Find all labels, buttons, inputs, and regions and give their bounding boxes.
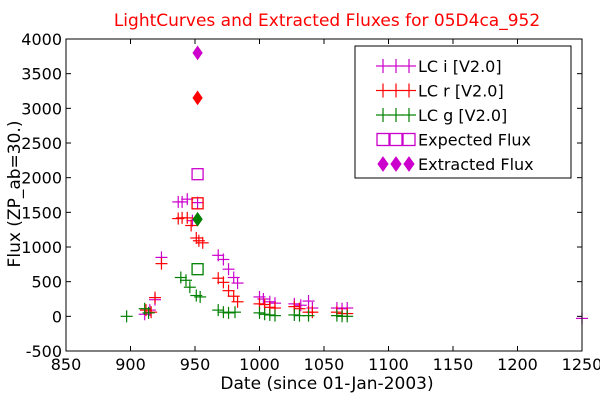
legend-label: LC r [V2.0] xyxy=(418,82,504,101)
data-point xyxy=(139,304,152,317)
data-point xyxy=(212,304,225,317)
x-tick-label: 850 xyxy=(51,355,82,374)
data-point xyxy=(190,231,203,244)
data-point xyxy=(191,263,204,276)
legend-label: LC g [V2.0] xyxy=(418,106,507,125)
y-axis-label: Flux (ZP_ab=30.) xyxy=(5,121,25,268)
data-point xyxy=(191,168,204,181)
data-point xyxy=(191,196,204,209)
data-point xyxy=(217,253,230,266)
data-point xyxy=(222,306,235,319)
legend-marker xyxy=(389,132,403,147)
data-point xyxy=(185,219,198,232)
y-tick-label: 3500 xyxy=(21,65,62,84)
plot-frame xyxy=(65,38,583,352)
y-tick-label: 1500 xyxy=(21,203,62,222)
data-point xyxy=(263,308,276,321)
data-point xyxy=(194,290,207,303)
legend-marker xyxy=(376,132,390,147)
y-tick-label: 4000 xyxy=(21,30,62,49)
legend: LC i [V2.0] LC r [V2.0] LC g [V2.0] Expecte… xyxy=(354,45,572,179)
plot-area: 850 900 950 1000 1050 1100 1150 1200 1250 -500 0 50… xyxy=(21,30,600,374)
series-lc-r-v2-0 xyxy=(139,211,354,320)
data-point xyxy=(183,281,196,294)
data-point xyxy=(155,257,168,270)
x-tick-label: 900 xyxy=(115,355,146,374)
data-point xyxy=(288,308,301,321)
legend-item: LC g [V2.0] xyxy=(376,106,507,125)
data-point xyxy=(330,309,343,322)
legend-marker xyxy=(389,83,403,98)
y-tick-label: -500 xyxy=(26,342,62,361)
x-tick-label: 1050 xyxy=(304,355,345,374)
data-point xyxy=(253,306,266,319)
legend-item: LC r [V2.0] xyxy=(376,82,504,101)
series-lc-g-v2-0 xyxy=(120,271,354,323)
y-tick-label: 500 xyxy=(31,273,62,292)
data-point xyxy=(228,306,241,319)
data-point xyxy=(302,295,315,308)
legend-marker xyxy=(389,108,403,122)
legend-item: Extracted Flux xyxy=(377,155,534,174)
y-tick-label: 2000 xyxy=(21,169,62,188)
legend-marker xyxy=(376,83,390,98)
data-point xyxy=(217,306,230,319)
x-axis-label: Date (since 01-Jan-2003) xyxy=(220,374,433,394)
x-tick-label: 1000 xyxy=(239,355,280,374)
x-tick-label: 1150 xyxy=(433,355,474,374)
y-tick-label: 0 xyxy=(52,307,62,326)
legend-item: Expected Flux xyxy=(376,131,531,150)
data-point xyxy=(217,276,230,289)
y-tick-label: 3000 xyxy=(21,99,62,118)
data-point xyxy=(231,295,244,308)
series-expected-flux xyxy=(191,168,204,276)
legend-label: LC i [V2.0] xyxy=(418,57,502,76)
data-point xyxy=(181,211,194,224)
data-point xyxy=(196,236,209,249)
data-point xyxy=(192,211,203,227)
data-point xyxy=(222,263,235,276)
legend-item: LC i [V2.0] xyxy=(376,57,502,76)
chart-title: LightCurves and Extracted Fluxes for 05D… xyxy=(114,11,540,31)
y-tick-label: 1000 xyxy=(21,238,62,257)
legend-label: Extracted Flux xyxy=(418,155,534,174)
legend-marker xyxy=(390,156,402,172)
data-point xyxy=(302,309,315,322)
legend-marker xyxy=(376,59,390,73)
data-point xyxy=(341,310,354,323)
data-point xyxy=(231,277,244,290)
legend-marker xyxy=(402,132,416,147)
data-point xyxy=(268,309,281,322)
data-point xyxy=(179,274,192,287)
x-tick-label: 950 xyxy=(180,355,211,374)
x-tick-label: 1200 xyxy=(497,355,538,374)
data-point xyxy=(258,308,271,321)
data-point xyxy=(222,284,235,297)
series-lc-i-v2-0 xyxy=(138,193,588,325)
legend-marker xyxy=(376,108,390,122)
data-point xyxy=(120,310,133,323)
legend-marker xyxy=(402,59,416,73)
y-tick-label: 2500 xyxy=(21,134,62,153)
data-point xyxy=(145,306,158,319)
data-point xyxy=(176,195,189,208)
data-point xyxy=(174,271,187,284)
legend-box xyxy=(354,45,572,179)
data-point xyxy=(192,90,203,106)
data-point xyxy=(192,45,203,61)
legend-label: Expected Flux xyxy=(418,131,531,150)
data-point xyxy=(181,193,194,206)
data-point xyxy=(191,197,204,210)
legend-marker xyxy=(402,83,416,98)
x-tick-label: 1250 xyxy=(562,355,600,374)
data-point xyxy=(142,306,155,319)
x-tick-label: 1100 xyxy=(368,355,409,374)
series-extracted-flux xyxy=(192,45,203,227)
legend-marker xyxy=(403,156,415,172)
legend-marker xyxy=(377,156,389,172)
legend-marker xyxy=(389,59,403,73)
legend-marker xyxy=(402,108,416,122)
data-point xyxy=(149,291,162,304)
